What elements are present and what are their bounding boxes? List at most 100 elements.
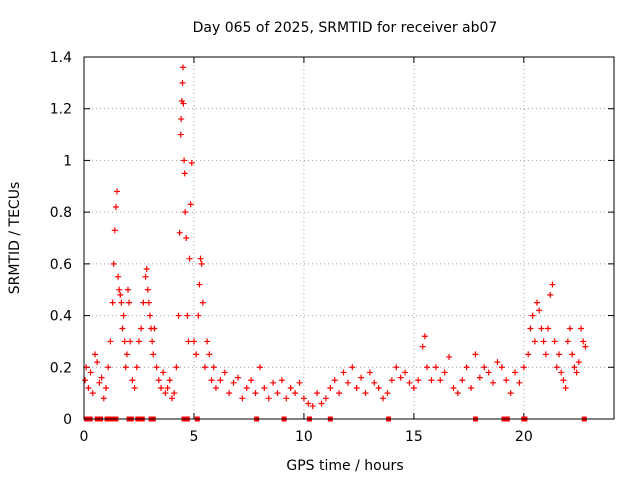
data-point: [582, 343, 589, 350]
data-point: [133, 364, 140, 371]
data-point: [142, 273, 149, 280]
data-point: [183, 235, 190, 241]
data-point: [117, 291, 124, 298]
data-point: [105, 364, 112, 371]
data-point: [540, 338, 547, 345]
data-point: [85, 384, 92, 391]
data-point: [171, 390, 178, 397]
y-tick-label: 0.6: [50, 257, 72, 273]
data-point: [206, 351, 213, 358]
data-point: [122, 364, 129, 371]
data-point: [481, 364, 488, 371]
data-point: [124, 286, 131, 293]
data-point: [531, 338, 538, 345]
y-tick-label: 0.8: [50, 205, 72, 221]
x-tick-label: 10: [295, 429, 313, 445]
data-point: [111, 227, 118, 234]
data-point: [375, 384, 382, 391]
data-point: [340, 369, 347, 376]
chart-title: Day 065 of 2025, SRMTID for receiver ab0…: [193, 20, 498, 36]
data-point: [221, 369, 228, 376]
data-point: [353, 384, 360, 391]
data-point: [100, 395, 107, 402]
data-point: [322, 395, 329, 402]
x-axis-label: GPS time / hours: [286, 458, 403, 474]
data-point: [503, 377, 510, 384]
data-point: [428, 377, 435, 384]
data-point: [349, 364, 356, 371]
data-point: [485, 369, 492, 376]
data-point: [201, 364, 208, 371]
x-tick-labels: 0 5 10 15 20: [80, 429, 533, 445]
x-tick-label: 20: [515, 429, 533, 445]
data-point: [419, 343, 426, 350]
data-point: [336, 390, 343, 397]
data-point: [185, 338, 192, 345]
data-point: [553, 364, 560, 371]
data-point: [116, 286, 123, 293]
data-point: [131, 384, 138, 391]
data-point: [468, 384, 475, 391]
data-point: [380, 395, 387, 402]
data-point: [187, 201, 194, 208]
data-point: [175, 312, 182, 319]
data-point: [143, 266, 150, 273]
data-point: [153, 364, 160, 371]
data-point: [184, 312, 191, 319]
data-point: [283, 395, 290, 402]
data-point: [274, 390, 281, 397]
data-point: [157, 384, 164, 391]
data-point: [120, 312, 127, 319]
data-point: [149, 338, 156, 345]
data-point: [217, 377, 224, 384]
x-tick-label: 0: [80, 429, 89, 445]
data-point: [243, 384, 250, 391]
data-point: [98, 374, 105, 381]
data-point: [195, 312, 202, 319]
data-point: [556, 351, 563, 358]
data-point: [177, 131, 184, 138]
y-tick-label: 1.2: [50, 102, 72, 118]
data-point: [198, 260, 205, 267]
data-point: [94, 359, 101, 366]
data-point: [384, 390, 391, 397]
data-point: [230, 379, 237, 386]
data-point: [472, 351, 479, 358]
data-point: [208, 377, 215, 384]
data-point: [388, 377, 395, 384]
data-point: [150, 351, 157, 358]
data-point: [96, 379, 103, 386]
data-point: [424, 364, 431, 371]
data-point: [164, 384, 171, 391]
data-point: [580, 338, 587, 345]
data-point: [331, 377, 338, 384]
grid-lines: [84, 57, 614, 419]
data-point: [112, 203, 119, 210]
data-point: [309, 403, 316, 410]
data-point: [126, 299, 133, 306]
data-point: [193, 351, 200, 358]
data-point: [534, 299, 541, 306]
data-point: [87, 369, 94, 376]
data-point: [204, 338, 211, 345]
data-point: [252, 390, 259, 397]
data-point: [265, 395, 272, 402]
data-point: [181, 170, 188, 177]
data-point: [113, 188, 120, 195]
data-point: [140, 299, 147, 306]
data-point: [181, 157, 188, 164]
data-point: [270, 379, 277, 386]
data-point: [226, 390, 233, 397]
data-point: [162, 390, 169, 397]
data-point: [441, 369, 448, 376]
data-point: [402, 369, 409, 376]
data-point: [186, 255, 193, 262]
data-point: [366, 369, 373, 376]
data-point: [463, 364, 470, 371]
data-point: [188, 160, 195, 167]
data-point: [182, 209, 189, 216]
data-point: [119, 325, 126, 332]
data-point: [180, 100, 187, 107]
data-point: [155, 377, 162, 384]
